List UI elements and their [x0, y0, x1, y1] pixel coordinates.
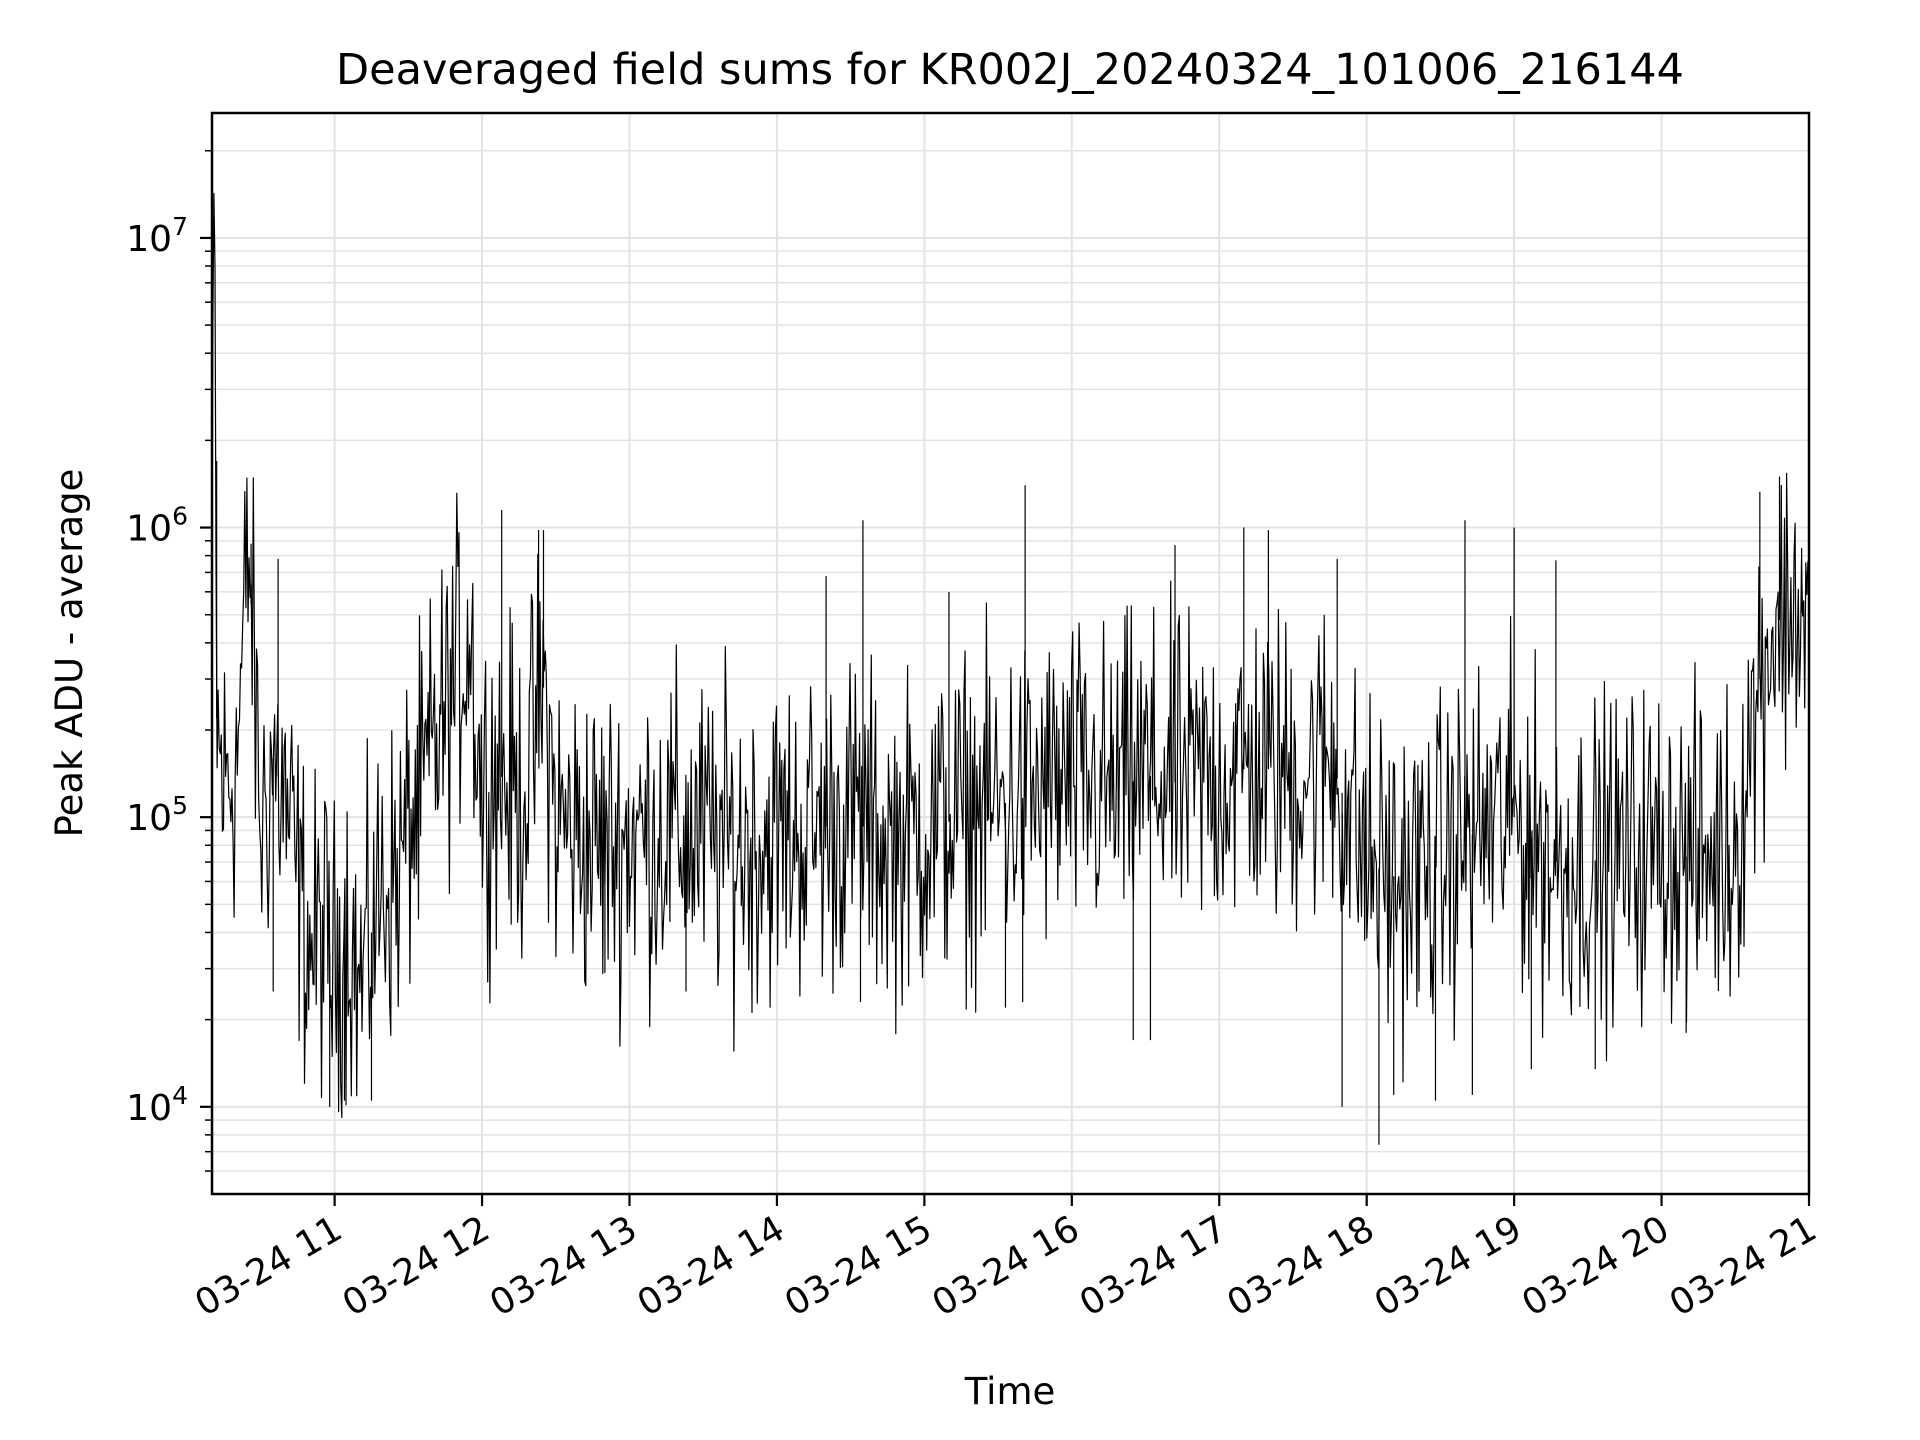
axes-frame [210, 111, 1811, 1196]
y-tick-label: 107 [126, 212, 188, 260]
x-axis-label: Time [964, 1370, 1056, 1413]
y-tick-label: 105 [126, 791, 188, 839]
series-layer [211, 192, 1810, 1145]
y-axis-label: Peak ADU - average [48, 469, 91, 838]
y-tick-label: 106 [126, 502, 188, 550]
chart-title: Deaveraged field sums for KR002J_2024032… [336, 45, 1684, 95]
series-line [211, 192, 1810, 1119]
y-tick-label: 104 [126, 1081, 188, 1129]
